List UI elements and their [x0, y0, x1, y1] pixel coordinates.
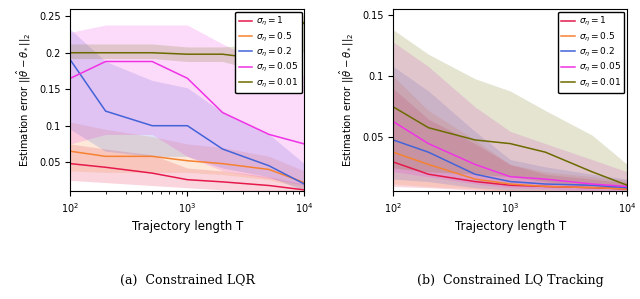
Legend: $\sigma_{\eta} = 1$, $\sigma_{\eta}=0.5$, $\sigma_{\eta}=0.2$, $\sigma_{\eta}=0.: $\sigma_{\eta} = 1$, $\sigma_{\eta}=0.5$…	[558, 12, 625, 93]
$\sigma_{\eta}=0.05$	[424, 142, 432, 145]
$\sigma_{\eta} = 1$	[219, 180, 227, 184]
$\sigma_{\eta}=0.01$	[623, 184, 631, 187]
X-axis label: Trajectory length T: Trajectory length T	[132, 220, 243, 234]
$\sigma_{\eta}=0.2$	[588, 184, 596, 187]
$\sigma_{\eta}=0.05$	[588, 182, 596, 186]
$\sigma_{\eta}=0.2$	[424, 150, 432, 154]
$\sigma_{\eta}=0.01$	[266, 58, 273, 62]
Line: $\sigma_{\eta}=0.05$: $\sigma_{\eta}=0.05$	[70, 62, 305, 144]
$\sigma_{\eta}=0.2$	[148, 124, 156, 127]
$\sigma_{\eta}=0.01$	[471, 138, 479, 142]
$\sigma_{\eta} = 1$	[266, 184, 273, 187]
Line: $\sigma_{\eta}=0.2$: $\sigma_{\eta}=0.2$	[70, 60, 305, 184]
Line: $\sigma_{\eta}=0.01$: $\sigma_{\eta}=0.01$	[393, 107, 627, 185]
$\sigma_{\eta}=0.01$	[148, 51, 156, 54]
$\sigma_{\eta}=0.01$	[67, 51, 74, 54]
$\sigma_{\eta} = 1$	[506, 184, 514, 187]
$\sigma_{\eta}=0.01$	[506, 142, 514, 145]
$\sigma_{\eta} = 1$	[623, 187, 631, 191]
Legend: $\sigma_{\eta} = 1$, $\sigma_{\eta}=0.5$, $\sigma_{\eta}=0.2$, $\sigma_{\eta}=0.: $\sigma_{\eta} = 1$, $\sigma_{\eta}=0.5$…	[235, 12, 301, 93]
$\sigma_{\eta}=0.01$	[102, 51, 109, 54]
$\sigma_{\eta}=0.01$	[541, 150, 549, 154]
$\sigma_{\eta}=0.5$	[102, 155, 109, 158]
$\sigma_{\eta} = 1$	[424, 173, 432, 176]
Y-axis label: Estimation error $|| \hat{\theta}-\theta_*||_2$: Estimation error $|| \hat{\theta}-\theta…	[338, 33, 356, 167]
$\sigma_{\eta}=0.05$	[301, 142, 308, 146]
$\sigma_{\eta}=0.2$	[184, 124, 191, 127]
$\sigma_{\eta} = 1$	[148, 171, 156, 175]
$\sigma_{\eta}=0.2$	[219, 147, 227, 151]
$\sigma_{\eta}=0.5$	[67, 150, 74, 153]
$\sigma_{\eta}=0.2$	[389, 138, 397, 142]
$\sigma_{\eta}=0.05$	[506, 175, 514, 179]
$\sigma_{\eta} = 1$	[102, 165, 109, 169]
Line: $\sigma_{\eta}=0.05$: $\sigma_{\eta}=0.05$	[393, 122, 627, 187]
$\sigma_{\eta}=0.5$	[541, 185, 549, 188]
Text: (b)  Constrained LQ Tracking: (b) Constrained LQ Tracking	[417, 274, 604, 287]
Line: $\sigma_{\eta} = 1$: $\sigma_{\eta} = 1$	[393, 162, 627, 189]
$\sigma_{\eta} = 1$	[67, 162, 74, 165]
$\sigma_{\eta}=0.5$	[471, 177, 479, 181]
$\sigma_{\eta}=0.5$	[588, 186, 596, 190]
Line: $\sigma_{\eta}=0.5$: $\sigma_{\eta}=0.5$	[393, 152, 627, 189]
$\sigma_{\eta} = 1$	[184, 178, 191, 181]
$\sigma_{\eta} = 1$	[389, 160, 397, 164]
Line: $\sigma_{\eta}=0.01$: $\sigma_{\eta}=0.01$	[70, 22, 305, 60]
$\sigma_{\eta} = 1$	[588, 186, 596, 190]
$\sigma_{\eta}=0.2$	[266, 164, 273, 168]
$\sigma_{\eta}=0.5$	[424, 163, 432, 166]
$\sigma_{\eta}=0.05$	[266, 133, 273, 136]
$\sigma_{\eta}=0.5$	[219, 162, 227, 165]
$\sigma_{\eta}=0.2$	[506, 180, 514, 183]
$\sigma_{\eta}=0.2$	[67, 58, 74, 62]
$\sigma_{\eta}=0.05$	[184, 77, 191, 80]
$\sigma_{\eta}=0.01$	[301, 20, 308, 24]
$\sigma_{\eta}=0.2$	[541, 182, 549, 186]
$\sigma_{\eta}=0.01$	[219, 52, 227, 56]
X-axis label: Trajectory length T: Trajectory length T	[454, 220, 566, 234]
$\sigma_{\eta} = 1$	[541, 185, 549, 188]
$\sigma_{\eta}=0.5$	[266, 168, 273, 171]
$\sigma_{\eta}=0.5$	[389, 150, 397, 154]
$\sigma_{\eta}=0.2$	[471, 173, 479, 176]
$\sigma_{\eta}=0.5$	[148, 155, 156, 158]
$\sigma_{\eta}=0.05$	[67, 77, 74, 80]
$\sigma_{\eta} = 1$	[471, 180, 479, 183]
$\sigma_{\eta}=0.2$	[623, 186, 631, 190]
$\sigma_{\eta}=0.05$	[219, 111, 227, 114]
$\sigma_{\eta}=0.05$	[623, 185, 631, 188]
Line: $\sigma_{\eta}=0.5$: $\sigma_{\eta}=0.5$	[70, 151, 305, 183]
Y-axis label: Estimation error $|| \hat{\theta}-\theta_*||_2$: Estimation error $|| \hat{\theta}-\theta…	[15, 33, 33, 167]
$\sigma_{\eta}=0.2$	[102, 109, 109, 113]
$\sigma_{\eta}=0.05$	[389, 120, 397, 123]
$\sigma_{\eta}=0.05$	[541, 177, 549, 181]
$\sigma_{\eta}=0.5$	[301, 181, 308, 184]
$\sigma_{\eta}=0.5$	[623, 187, 631, 191]
$\sigma_{\eta}=0.05$	[148, 60, 156, 63]
$\sigma_{\eta}=0.01$	[184, 52, 191, 56]
$\sigma_{\eta}=0.01$	[389, 105, 397, 109]
$\sigma_{\eta}=0.01$	[424, 126, 432, 129]
Line: $\sigma_{\eta} = 1$: $\sigma_{\eta} = 1$	[70, 164, 305, 190]
$\sigma_{\eta}=0.2$	[301, 182, 308, 186]
$\sigma_{\eta}=0.5$	[184, 159, 191, 163]
$\sigma_{\eta}=0.05$	[102, 60, 109, 63]
$\sigma_{\eta}=0.5$	[506, 182, 514, 186]
$\sigma_{\eta}=0.01$	[588, 170, 596, 173]
$\sigma_{\eta}=0.05$	[471, 163, 479, 166]
Line: $\sigma_{\eta}=0.2$: $\sigma_{\eta}=0.2$	[393, 140, 627, 188]
$\sigma_{\eta} = 1$	[301, 188, 308, 192]
Text: (a)  Constrained LQR: (a) Constrained LQR	[120, 274, 255, 287]
